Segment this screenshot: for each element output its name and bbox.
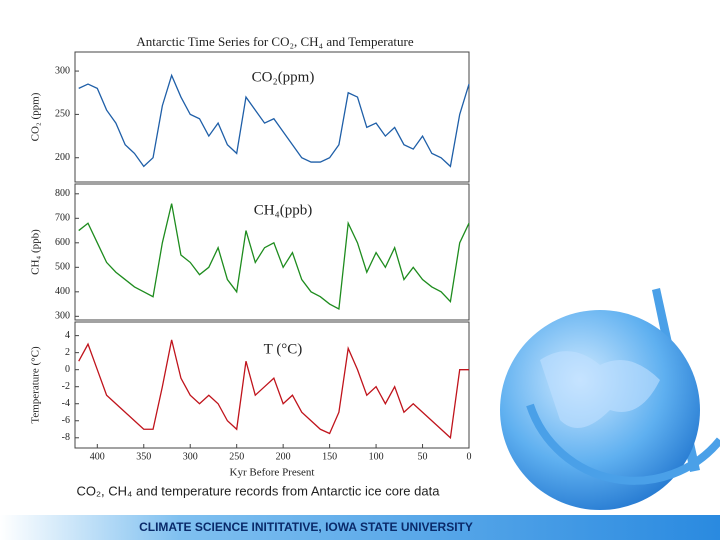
y-tick-label: 200: [55, 152, 70, 163]
x-tick-label: 350: [136, 451, 151, 462]
x-tick-label: 50: [418, 451, 428, 462]
x-tick-label: 100: [369, 451, 384, 462]
x-tick-label: 200: [276, 451, 291, 462]
y-tick-label: -2: [62, 381, 70, 392]
x-tick-label: 150: [322, 451, 337, 462]
y-tick-label: 700: [55, 213, 70, 224]
y-tick-label: 4: [65, 330, 70, 341]
y-tick-label: -8: [62, 432, 70, 443]
x-tick-label: 300: [183, 451, 198, 462]
y-tick-label: 2: [65, 347, 70, 358]
y-tick-label: 250: [55, 109, 70, 120]
x-tick-label: 0: [467, 451, 472, 462]
x-tick-label: 400: [90, 451, 105, 462]
y-axis-label: CO₂ (ppm): [30, 92, 42, 141]
y-tick-label: 400: [55, 286, 70, 297]
y-tick-label: 500: [55, 262, 70, 273]
y-tick-label: 0: [65, 364, 70, 375]
y-tick-label: 300: [55, 65, 70, 76]
panel-label: T (°C): [264, 341, 303, 357]
y-axis-label: CH₄ (ppb): [30, 229, 42, 275]
globe-decoration: [500, 288, 720, 510]
panel-label: CO₂(ppm): [252, 69, 315, 85]
chart-title: Antarctic Time Series for CO₂, CH₄ and T…: [136, 34, 413, 49]
data-line: [78, 339, 469, 440]
caption: CO₂, CH₄ and temperature records from An…: [77, 483, 441, 498]
y-tick-label: -4: [62, 398, 70, 409]
plot-frame: [74, 321, 470, 449]
y-tick-label: 300: [55, 311, 70, 322]
footer-bar: [0, 515, 720, 540]
x-tick-label: 250: [229, 451, 244, 462]
y-tick-label: -6: [62, 415, 70, 426]
y-tick-label: 600: [55, 237, 70, 248]
x-axis-label: Kyr Before Present: [230, 467, 315, 479]
y-axis-label: Temperature (°C): [30, 346, 42, 424]
y-tick-label: 800: [55, 188, 70, 199]
plot-frame: [74, 183, 470, 321]
data-line: [78, 73, 470, 168]
footer: CLIMATE SCIENCE INITITATIVE, IOWA STATE …: [139, 520, 473, 534]
panel-label: CH₄(ppb): [254, 202, 313, 218]
data-line: [78, 203, 470, 310]
plot-frame: [74, 51, 470, 183]
